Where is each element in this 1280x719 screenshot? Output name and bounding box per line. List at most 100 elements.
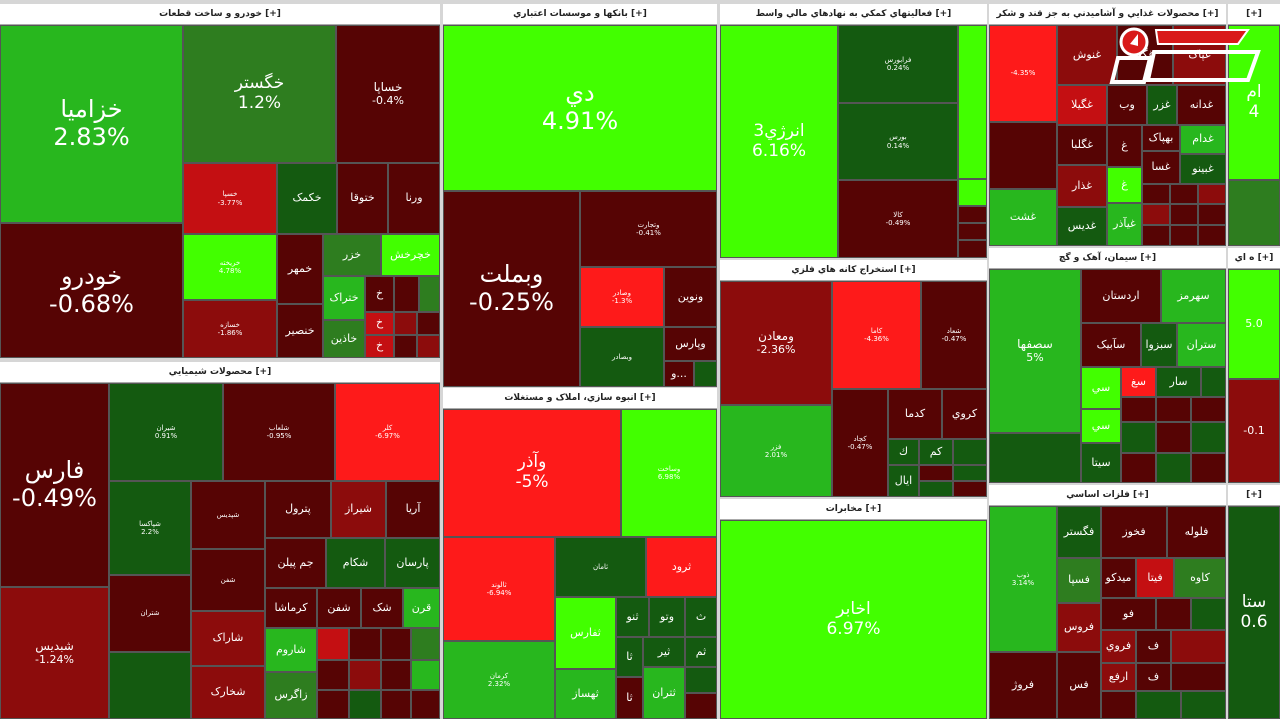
stock-tile[interactable]: شپدیس xyxy=(191,481,265,549)
stock-tile[interactable] xyxy=(1191,598,1226,630)
stock-tile[interactable]: ثامان xyxy=(555,537,646,597)
stock-tile[interactable] xyxy=(989,122,1057,189)
stock-tile[interactable]: آريا xyxy=(386,481,440,538)
stock-tile[interactable]: ثرود xyxy=(646,537,717,597)
stock-tile[interactable]: فروس xyxy=(1057,603,1101,652)
stock-tile[interactable]: وآذر -5% xyxy=(443,409,621,537)
stock-tile[interactable] xyxy=(1181,691,1226,719)
stock-tile[interactable]: کالا -0.49% xyxy=(838,180,958,258)
stock-tile[interactable]: فزر 2.01% xyxy=(720,405,832,497)
stock-tile[interactable]: غ xyxy=(1107,125,1142,167)
stock-tile[interactable]: غيآذر xyxy=(1107,203,1142,246)
stock-tile[interactable]: خ xyxy=(365,335,394,358)
stock-tile[interactable]: كروي xyxy=(942,389,987,439)
stock-tile[interactable] xyxy=(919,481,953,497)
stock-tile[interactable]: بهپاک xyxy=(1142,125,1180,151)
stock-tile[interactable]: غديس xyxy=(1057,207,1107,246)
sector-title[interactable]: [+] xyxy=(1228,4,1280,25)
stock-tile[interactable] xyxy=(1156,422,1191,453)
stock-tile[interactable]: ثالوند -6.94% xyxy=(443,537,555,641)
stock-tile[interactable]: غنوش xyxy=(1057,25,1117,85)
stock-tile[interactable] xyxy=(1142,225,1170,246)
stock-tile[interactable]: غزر xyxy=(1147,85,1177,125)
stock-tile[interactable]: فس xyxy=(1057,652,1101,719)
stock-tile[interactable]: وبملت -0.25% xyxy=(443,191,580,387)
sector-title[interactable]: مخابرات [+] xyxy=(720,499,987,520)
stock-tile[interactable]: ثنو xyxy=(616,597,649,637)
stock-tile[interactable]: فو xyxy=(1101,598,1156,630)
stock-tile[interactable] xyxy=(989,433,1081,483)
stock-tile[interactable]: ثفارس xyxy=(555,597,616,669)
sector-title[interactable]: محصولات غذايي و آشاميدني به جز قند و شکر… xyxy=(989,4,1226,25)
stock-tile[interactable] xyxy=(1156,453,1191,483)
stock-tile[interactable] xyxy=(958,223,987,240)
stock-tile[interactable] xyxy=(417,335,440,358)
stock-tile[interactable]: سي xyxy=(1081,367,1121,409)
stock-tile[interactable]: غذار xyxy=(1057,165,1107,207)
stock-tile[interactable] xyxy=(1156,598,1191,630)
stock-tile[interactable]: غگيلا xyxy=(1057,85,1107,125)
stock-tile[interactable]: ثهساز xyxy=(555,669,616,719)
stock-tile[interactable] xyxy=(381,628,411,660)
stock-tile[interactable] xyxy=(953,439,987,465)
stock-tile[interactable]: فرابورس 0.24% xyxy=(838,25,958,103)
stock-tile[interactable]: فلوله xyxy=(1167,506,1226,558)
stock-tile[interactable] xyxy=(1171,663,1226,691)
stock-tile[interactable]: ثير xyxy=(643,637,685,667)
stock-tile[interactable] xyxy=(1228,180,1280,246)
sector-title[interactable]: فلزات اساسي [+] xyxy=(989,485,1226,506)
stock-tile[interactable]: كاما -4.36% xyxy=(832,281,921,389)
stock-tile[interactable] xyxy=(1101,691,1136,719)
stock-tile[interactable]: سهرمز xyxy=(1161,269,1226,323)
stock-tile[interactable]: فروژ xyxy=(989,652,1057,719)
stock-tile[interactable] xyxy=(109,652,191,719)
stock-tile[interactable]: ف xyxy=(1136,630,1171,663)
stock-tile[interactable]: وتو xyxy=(649,597,685,637)
stock-tile[interactable]: غسا xyxy=(1142,151,1180,184)
stock-tile[interactable]: ثا xyxy=(616,677,643,719)
stock-tile[interactable]: پترول xyxy=(265,481,331,538)
stock-tile[interactable] xyxy=(394,335,417,358)
stock-tile[interactable]: شاروم xyxy=(265,628,317,672)
stock-tile[interactable]: خکمک xyxy=(277,163,337,234)
stock-tile[interactable]: اخابر 6.97% xyxy=(720,520,987,719)
stock-tile[interactable]: شيراز xyxy=(331,481,386,538)
stock-tile[interactable]: شعاد -0.47% xyxy=(921,281,987,389)
stock-tile[interactable] xyxy=(317,628,349,660)
stock-tile[interactable]: -0.1 xyxy=(1228,379,1280,483)
stock-tile[interactable]: ورنا xyxy=(388,163,440,234)
stock-tile[interactable] xyxy=(419,276,440,312)
stock-tile[interactable]: ومعادن -2.36% xyxy=(720,281,832,405)
stock-tile[interactable]: ستران xyxy=(1177,323,1226,367)
stock-tile[interactable] xyxy=(958,206,987,223)
stock-tile[interactable]: خ xyxy=(365,312,394,335)
stock-tile[interactable]: اردستان xyxy=(1081,269,1161,323)
stock-tile[interactable] xyxy=(1191,422,1226,453)
stock-tile[interactable] xyxy=(411,660,440,690)
stock-tile[interactable]: سآبيک xyxy=(1081,323,1141,367)
stock-tile[interactable] xyxy=(1121,397,1156,422)
stock-tile[interactable] xyxy=(317,660,349,690)
stock-tile[interactable]: فروي xyxy=(1101,630,1136,663)
stock-tile[interactable]: ونوين xyxy=(664,267,717,327)
stock-tile[interactable]: و... xyxy=(664,361,694,387)
stock-tile[interactable]: شفن xyxy=(317,588,361,628)
stock-tile[interactable] xyxy=(953,465,987,481)
stock-tile[interactable]: خچرخش xyxy=(381,234,440,276)
stock-tile[interactable]: فسپا xyxy=(1057,558,1101,603)
stock-tile[interactable]: ذوب 3.14% xyxy=(989,506,1057,652)
stock-tile[interactable] xyxy=(953,481,987,497)
stock-tile[interactable]: غدانه xyxy=(1177,85,1226,125)
stock-tile[interactable] xyxy=(694,361,717,387)
stock-tile[interactable]: شبديس -1.24% xyxy=(0,587,109,719)
stock-tile[interactable]: غگلبا xyxy=(1057,125,1107,165)
sector-title[interactable]: بانکها و موسسات اعتباري [+] xyxy=(443,4,717,25)
stock-tile[interactable] xyxy=(958,179,987,206)
sector-title[interactable]: استخراج کانه هاي فلزي [+] xyxy=(720,260,987,281)
stock-tile[interactable] xyxy=(349,660,381,690)
stock-tile[interactable]: فگستر xyxy=(1057,506,1101,558)
stock-tile[interactable] xyxy=(317,690,349,719)
stock-tile[interactable]: خزاميا 2.83% xyxy=(0,25,183,223)
stock-tile[interactable]: شتران xyxy=(109,575,191,652)
stock-tile[interactable]: فخوز xyxy=(1101,506,1167,558)
